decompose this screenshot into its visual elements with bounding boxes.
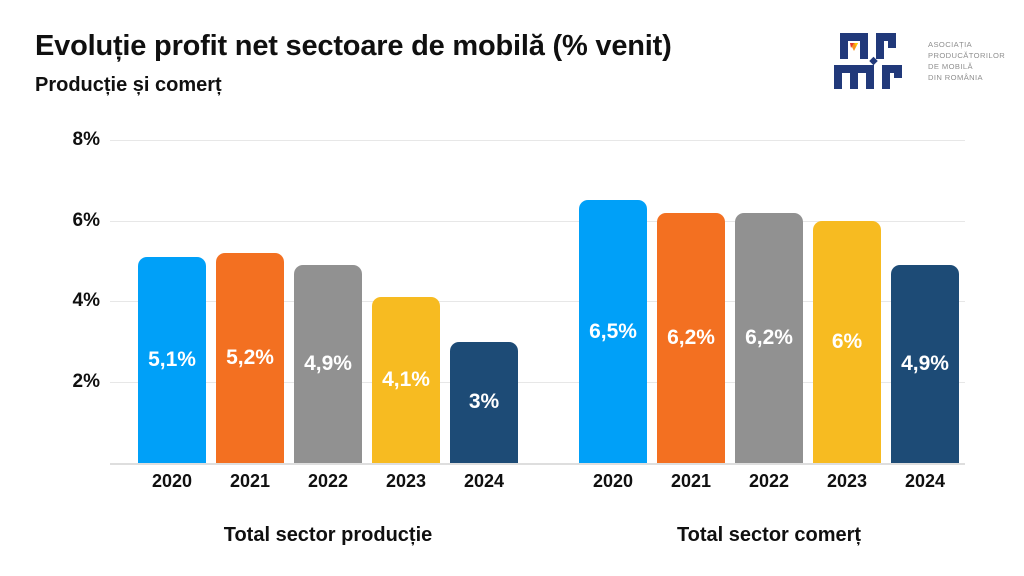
bar-value-label: 3% [468,390,500,414]
bar-2023: 4,1% [372,297,440,463]
page-subtitle: Producție și comerț [35,74,222,96]
gridline [110,382,965,384]
bar-2020: 6,5% [579,200,647,463]
group-caption-comert: Total sector comerț [676,524,862,546]
bar-2021: 6,2% [657,212,725,463]
y-axis-tick-label: 2% [72,371,100,393]
y-axis-tick-label: 6% [72,209,100,231]
logo-text-line: Producătorilor [928,51,1006,60]
bar-value-label: 6,5% [589,319,637,343]
gridline [110,301,965,303]
bar-2021: 5,2% [216,252,284,463]
apmr-logo-icon [834,33,902,89]
bar-value-label: 4,1% [382,368,430,392]
bar-value-label: 4,9% [901,352,949,376]
logo-text: Asociația Producătorilor De Mobilă Din R… [928,39,1005,83]
bar-value-label: 6,2% [745,325,793,349]
year-label: 2022 [748,471,790,491]
gridline [110,139,965,141]
year-label: 2020 [151,471,193,491]
bar-2024: 4,9% [891,265,959,463]
year-label-row: 2020 2021 2022 2023 2024 [138,471,518,492]
year-label: 2020 [592,471,634,491]
year-label: 2023 [826,471,868,491]
group-caption-productie: Total sector producție [223,524,433,546]
bar-2022: 4,9% [294,265,362,463]
apmr-logo: Asociația Producătorilor De Mobilă Din R… [834,32,1005,90]
bar-value-label: 6,2% [667,325,715,349]
bar-value-label: 5,1% [148,347,196,371]
bar-2023: 6% [813,220,881,463]
logo-text-line: De Mobilă [928,62,973,71]
y-axis-tick-label: 8% [72,128,100,150]
logo-text-line: Asociația [928,40,973,49]
year-label: 2021 [229,471,271,491]
year-label: 2024 [463,471,505,491]
bar-value-label: 6% [831,329,863,353]
bar-group: 5,1% 5,2% 4,9% 4,1% 3% [138,0,518,463]
bar-2022: 6,2% [735,212,803,463]
bar-2024: 3% [450,341,518,463]
bar-value-label: 4,9% [304,352,352,376]
bar-value-label: 5,2% [226,345,274,369]
year-label: 2023 [385,471,427,491]
logo-text-line: Din România [928,73,984,82]
year-label: 2021 [670,471,712,491]
y-axis-tick-label: 4% [72,290,100,312]
gridline [110,220,965,222]
year-label-row: 2020 2021 2022 2023 2024 [579,471,959,492]
bar-group: 6,5% 6,2% 6,2% 6% 4,9% [579,0,959,463]
year-label: 2022 [307,471,349,491]
x-axis-baseline [110,463,965,465]
page-title: Evoluție profit net sectoare de mobilă (… [35,30,672,62]
bar-2020: 5,1% [138,256,206,463]
year-label: 2024 [904,471,946,491]
